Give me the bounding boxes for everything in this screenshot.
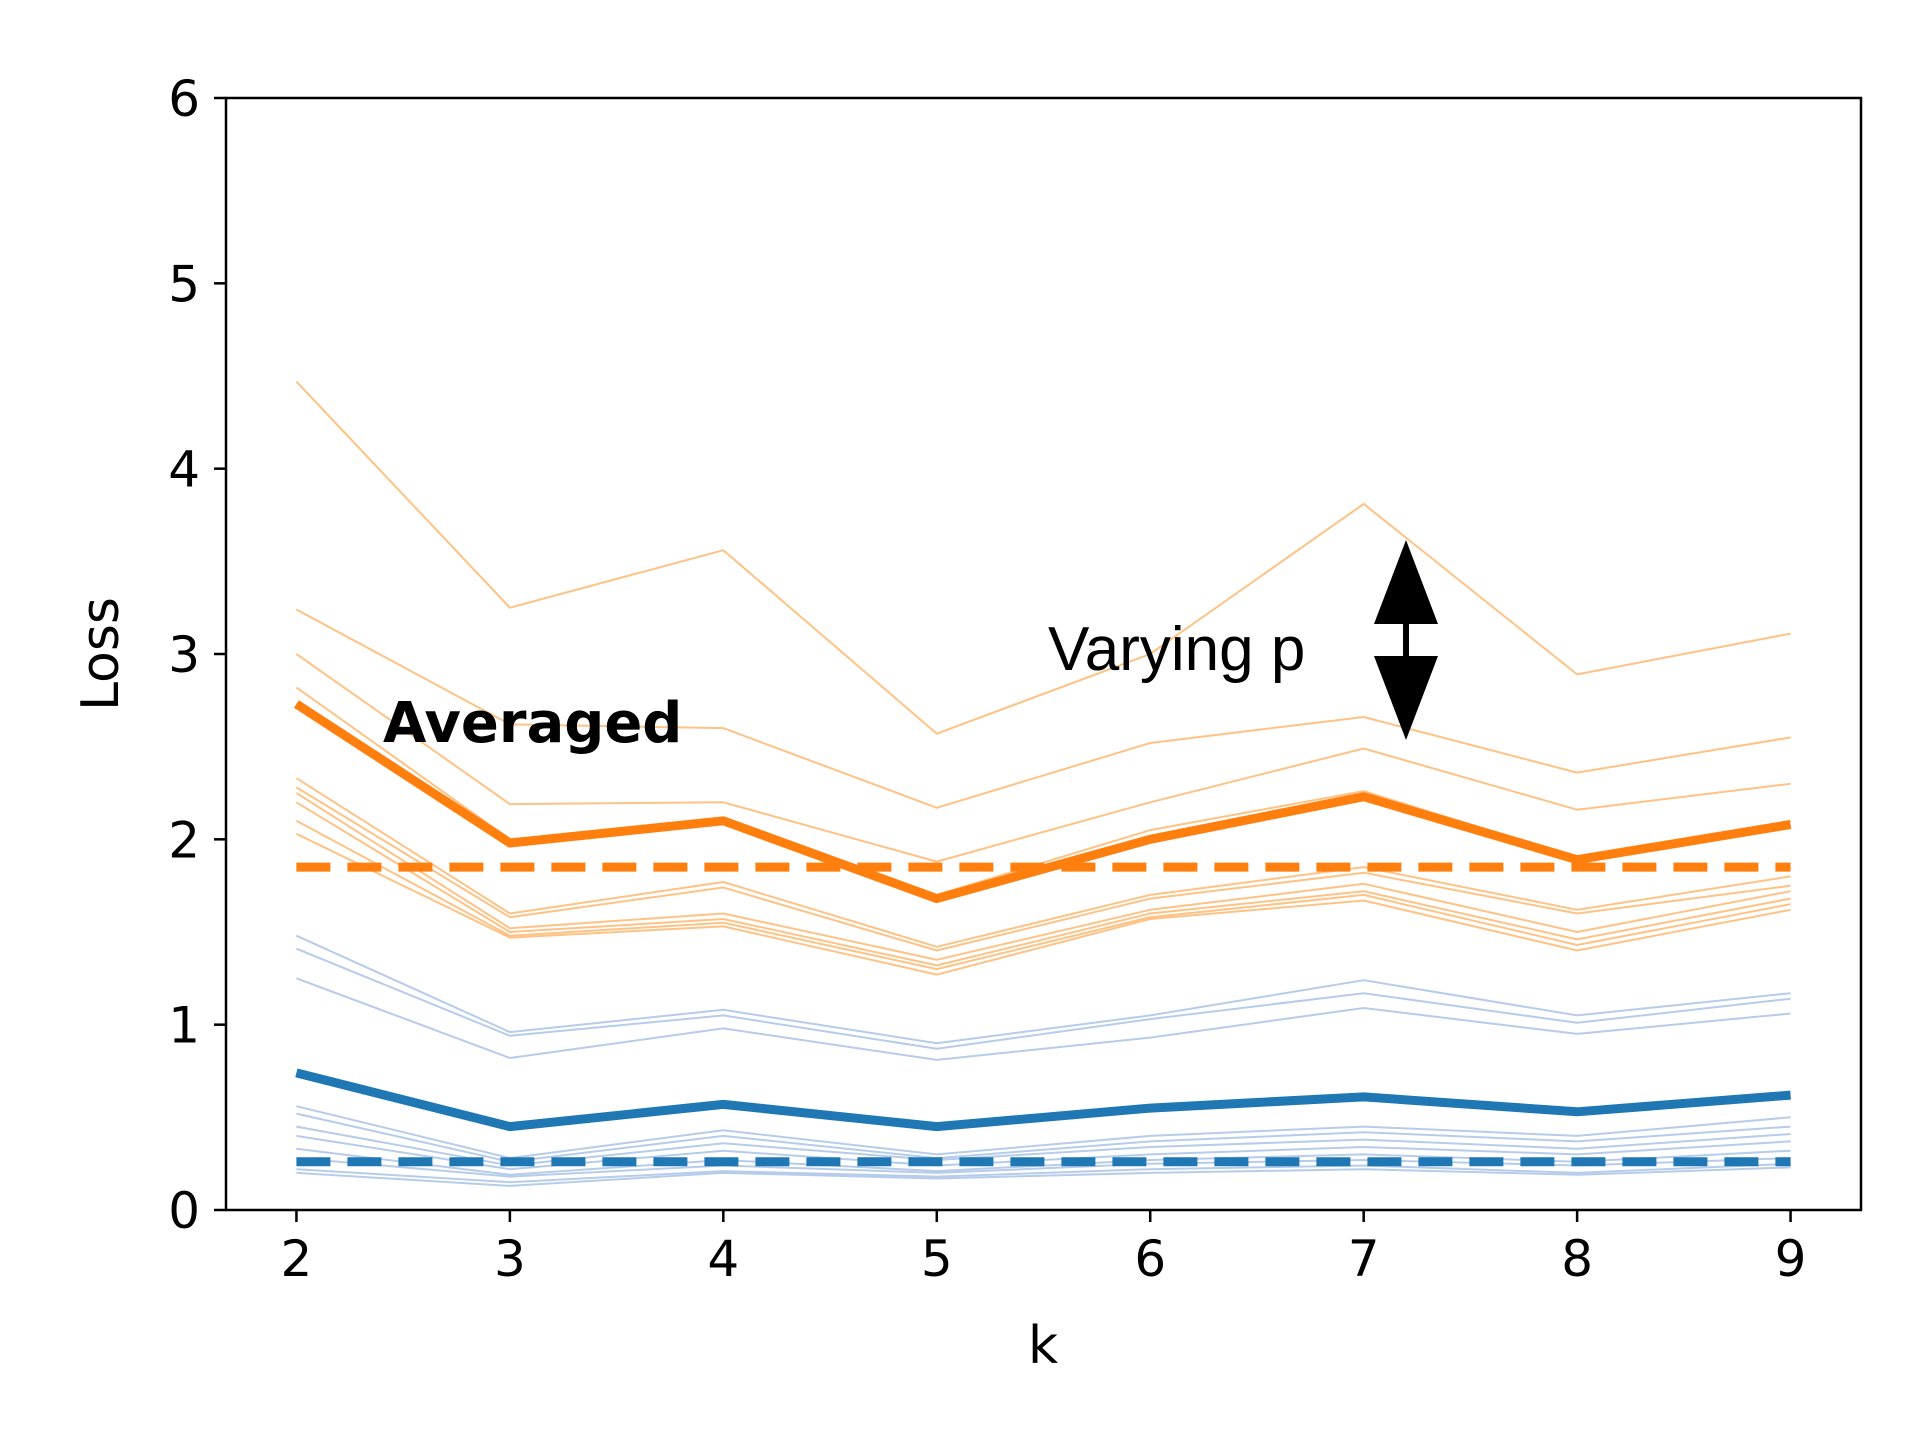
series-orange-thin-10 <box>295 832 1791 976</box>
series-blue-thin-5 <box>296 1112 1791 1163</box>
y-tick-label-6: 6 <box>168 70 200 128</box>
line-blue-thin-2 <box>296 947 1791 1050</box>
double-arrow-icon <box>1374 540 1438 740</box>
line-orange-thin-8 <box>295 801 1791 967</box>
y-tick-label-5: 5 <box>168 255 200 313</box>
line-orange-thin-7 <box>295 792 1791 961</box>
line-orange-thin-5 <box>295 777 1791 948</box>
series-orange-thin-3 <box>295 653 1791 863</box>
series-blue-thin-4 <box>296 1105 1791 1160</box>
line-orange-thin-6 <box>295 786 1791 952</box>
series-blue-thin-10 <box>296 1162 1791 1184</box>
line-blue-thin-11 <box>296 1166 1791 1187</box>
series-blue-averaged <box>295 1068 1791 1132</box>
line-orange-averaged <box>293 700 1792 904</box>
series-orange-thin-1 <box>295 380 1791 735</box>
y-tick-label-4: 4 <box>168 441 200 499</box>
line-blue-thin-10 <box>296 1162 1791 1184</box>
series-orange-averaged <box>293 700 1792 904</box>
series-orange-thin-2 <box>295 608 1791 809</box>
varying-p-annotation: Varying p <box>1048 615 1305 684</box>
line-orange-thin-3 <box>295 653 1791 863</box>
series-blue-thin-11 <box>296 1166 1791 1187</box>
y-tick-label-1: 1 <box>168 997 200 1055</box>
y-axis-label: Loss <box>71 597 131 711</box>
series-orange-thin-9 <box>295 819 1791 971</box>
y-tick-label-2: 2 <box>168 811 200 869</box>
x-tick-label-8: 8 <box>1561 1230 1593 1288</box>
series-layer <box>293 380 1792 1187</box>
series-blue-thin-6 <box>296 1125 1791 1167</box>
y-tick-label-3: 3 <box>168 626 200 684</box>
arrow-down-head <box>1374 656 1438 740</box>
x-tick-label-7: 7 <box>1348 1230 1380 1288</box>
averaged-annotation: Averaged <box>383 691 682 756</box>
line-blue-averaged <box>295 1068 1791 1132</box>
y-tick-label-0: 0 <box>168 1182 200 1240</box>
series-blue-thin-2 <box>296 947 1791 1050</box>
x-tick-label-9: 9 <box>1775 1230 1807 1288</box>
line-orange-thin-9 <box>295 819 1791 971</box>
line-blue-thin-5 <box>296 1112 1791 1163</box>
line-blue-thin-4 <box>296 1105 1791 1160</box>
series-blue-thin-3 <box>296 977 1791 1061</box>
line-orange-thin-2 <box>295 608 1791 809</box>
series-orange-thin-6 <box>295 786 1791 952</box>
line-orange-thin-10 <box>295 832 1791 976</box>
x-tick-label-2: 2 <box>281 1230 313 1288</box>
x-tick-label-5: 5 <box>921 1230 953 1288</box>
x-tick-label-6: 6 <box>1134 1230 1166 1288</box>
line-orange-thin-1 <box>295 380 1791 735</box>
x-tick-label-3: 3 <box>494 1230 526 1288</box>
ticks-layer: 2 3 4 5 6 7 8 9 0 1 2 3 4 5 6 <box>168 70 1806 1288</box>
series-orange-thin-5 <box>295 777 1791 948</box>
line-blue-thin-3 <box>296 977 1791 1061</box>
x-tick-label-4: 4 <box>707 1230 739 1288</box>
arrow-up-head <box>1374 540 1438 624</box>
series-blue-thin-1 <box>295 934 1791 1045</box>
series-orange-thin-7 <box>295 792 1791 961</box>
line-blue-thin-6 <box>296 1125 1791 1167</box>
line-blue-thin-1 <box>295 934 1791 1045</box>
series-orange-thin-8 <box>295 801 1791 967</box>
x-axis-label: k <box>1028 1316 1058 1376</box>
